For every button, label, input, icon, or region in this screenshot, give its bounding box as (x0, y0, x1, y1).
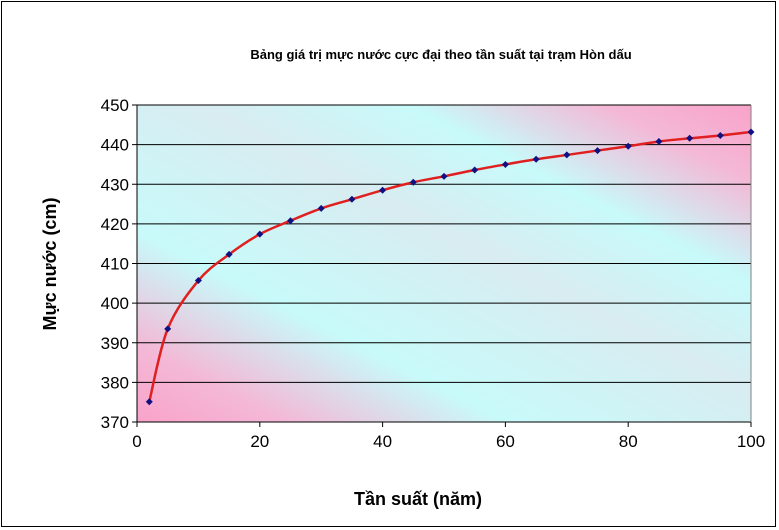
data-point-marker (225, 250, 233, 258)
grid-lines (137, 104, 751, 423)
x-tick-label: 60 (496, 432, 515, 451)
y-tick-label: 410 (101, 255, 129, 274)
y-tick-label: 400 (101, 294, 129, 313)
data-point-marker (440, 172, 448, 180)
x-axis-title: Tần suất (năm) (354, 489, 482, 509)
y-tick-label: 450 (101, 96, 129, 115)
data-point-marker (747, 128, 755, 136)
x-tick-label: 0 (132, 432, 141, 451)
x-tick-label: 80 (619, 432, 638, 451)
data-point-marker (624, 142, 632, 150)
data-point-marker (716, 132, 724, 140)
data-point-marker (348, 195, 356, 203)
y-tick-label: 370 (101, 413, 129, 432)
x-tick-label: 20 (250, 432, 269, 451)
data-point-marker (409, 178, 417, 186)
data-point-marker (532, 155, 540, 163)
y-axis-title: Mực nước (cm) (40, 198, 60, 331)
data-point-marker (287, 217, 294, 225)
data-point-marker (471, 166, 479, 174)
x-ticks: 0 20 40 60 80 100 (132, 422, 765, 451)
y-tick-label: 390 (101, 334, 129, 353)
data-point-marker (379, 186, 387, 194)
data-point-marker (194, 277, 202, 285)
x-tick-label: 40 (373, 432, 392, 451)
data-point-marker (164, 325, 172, 333)
data-point-marker (655, 137, 663, 145)
y-tick-label: 440 (101, 136, 129, 155)
data-point-marker (145, 398, 153, 406)
y-tick-label: 380 (101, 373, 129, 392)
x-tick-label: 100 (737, 432, 765, 451)
data-markers (145, 128, 755, 406)
y-tick-label: 420 (101, 215, 129, 234)
data-point-marker (317, 204, 325, 212)
y-ticks: 370 380 390 400 410 420 430 440 450 (101, 96, 137, 432)
data-point-marker (686, 134, 694, 142)
data-point-marker (563, 151, 571, 159)
chart-title: Bảng giá trị mực nước cực đại theo tần s… (250, 47, 631, 62)
data-point-marker (256, 230, 264, 238)
data-point-marker (501, 160, 509, 168)
data-point-marker (594, 147, 601, 155)
y-tick-label: 430 (101, 175, 129, 194)
